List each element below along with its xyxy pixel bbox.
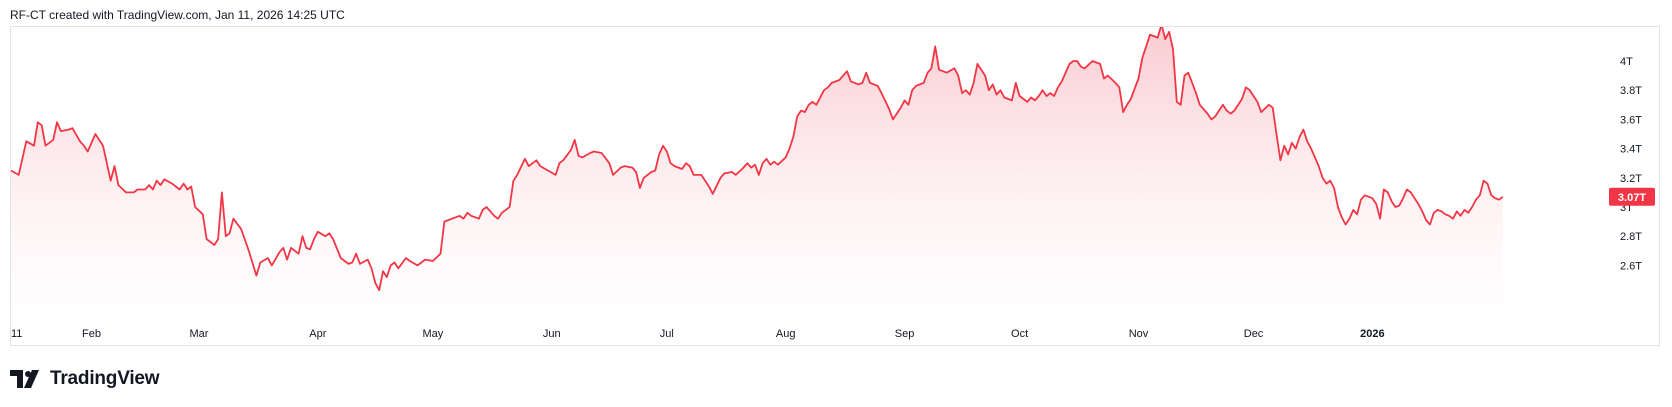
x-tick-label: Aug	[776, 328, 796, 340]
last-value-label: 3.07T	[1618, 192, 1646, 204]
last-value-badge: 3.07T	[1609, 187, 1655, 206]
x-tick-label: Mar	[189, 328, 208, 340]
x-tick-label: 2026	[1360, 328, 1384, 340]
x-tick-label: Nov	[1129, 328, 1149, 340]
y-tick-label: 3.2T	[1620, 173, 1642, 185]
brand-name: TradingView	[50, 368, 160, 389]
x-tick-label: Oct	[1011, 328, 1028, 340]
y-tick-label: 2.6T	[1620, 260, 1642, 272]
x-tick-label: 11	[11, 328, 22, 340]
y-tick-label: 4T	[1620, 56, 1633, 68]
last-value-badge-bg	[1609, 187, 1655, 206]
x-tick-label: Dec	[1244, 328, 1264, 340]
y-tick-label: 3.4T	[1620, 144, 1642, 156]
y-tick-label: 2.8T	[1620, 231, 1642, 243]
x-tick-label: Jun	[543, 328, 561, 340]
chart-caption: RF-CT created with TradingView.com, Jan …	[10, 8, 345, 22]
series-area-fill	[11, 27, 1503, 345]
y-tick-label: 3.6T	[1620, 114, 1642, 126]
chart-frame	[10, 26, 1660, 346]
x-axis: 11 Feb Mar Apr May Jun Jul Aug Sep Oct Nov Dec 2026	[11, 328, 1385, 340]
y-tick-label: 3.8T	[1620, 85, 1642, 97]
x-tick-label: Sep	[895, 328, 915, 340]
x-tick-label: Apr	[309, 328, 326, 340]
tradingview-logo[interactable]: TradingView	[10, 368, 160, 390]
x-tick-label: Feb	[82, 328, 101, 340]
x-tick-label: May	[422, 328, 443, 340]
tradingview-logo-icon	[10, 370, 39, 388]
plot-area	[11, 27, 1504, 345]
series-line	[11, 27, 1504, 292]
x-tick-label: Jul	[660, 328, 674, 340]
